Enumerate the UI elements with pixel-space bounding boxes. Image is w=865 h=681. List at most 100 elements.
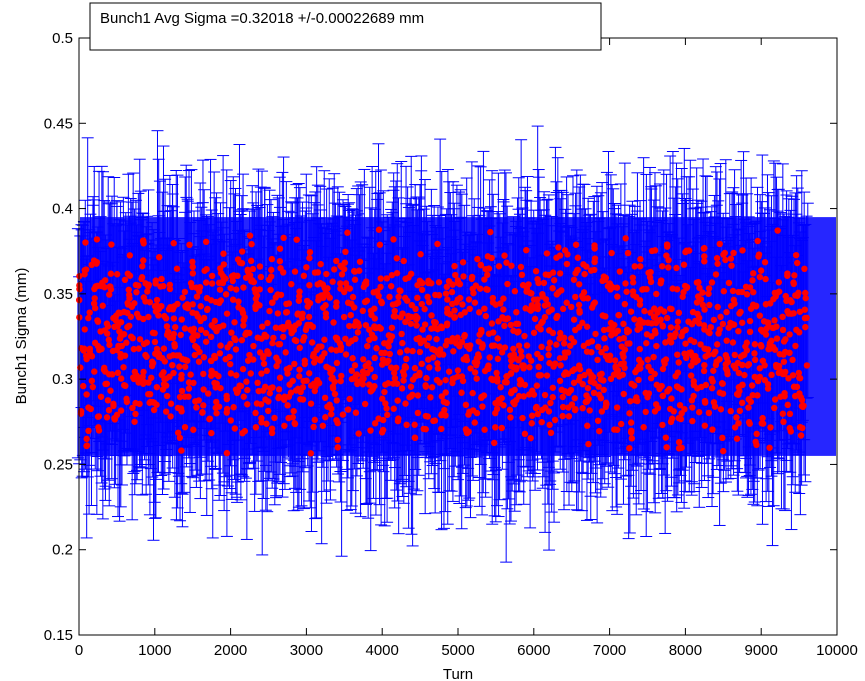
data-point (311, 416, 319, 424)
data-point (344, 406, 352, 413)
data-point (338, 271, 346, 278)
data-point (579, 404, 586, 412)
data-point (160, 369, 167, 376)
data-point (106, 291, 113, 298)
data-point (274, 310, 282, 317)
data-point (244, 357, 252, 364)
data-point (262, 383, 269, 391)
data-point (657, 280, 664, 287)
data-point (532, 267, 540, 275)
data-point (495, 263, 503, 270)
data-point (381, 388, 388, 396)
data-point (207, 333, 215, 341)
data-point (414, 294, 421, 302)
data-point (383, 405, 390, 412)
data-point (549, 394, 556, 401)
data-point (275, 386, 283, 393)
data-point (591, 266, 598, 274)
data-point (393, 380, 401, 387)
data-point (334, 419, 341, 427)
data-point (535, 363, 542, 371)
data-point (258, 370, 265, 377)
data-point (398, 385, 406, 392)
data-point (250, 356, 257, 363)
data-point (241, 427, 249, 435)
data-point (517, 263, 525, 271)
data-point (556, 355, 564, 362)
data-point (584, 422, 591, 429)
data-point (155, 305, 163, 313)
data-point (559, 393, 566, 401)
data-point (87, 352, 95, 359)
data-point (474, 255, 481, 263)
data-point (126, 322, 133, 329)
data-point (588, 375, 595, 382)
data-point (449, 281, 456, 288)
data-point (550, 277, 558, 284)
data-point (429, 354, 437, 361)
data-point (270, 334, 277, 342)
data-point (545, 408, 553, 415)
data-point (481, 305, 488, 312)
data-point (189, 336, 197, 344)
data-point (459, 259, 467, 266)
data-point (106, 283, 114, 290)
data-point (195, 397, 202, 404)
data-point (651, 370, 658, 378)
data-point (113, 271, 121, 278)
data-point (308, 339, 316, 346)
data-point (418, 300, 426, 308)
data-point (574, 267, 581, 274)
data-point (650, 353, 657, 361)
data-point (461, 331, 468, 339)
data-point (284, 402, 291, 409)
data-point (187, 279, 195, 287)
data-point (136, 336, 144, 343)
data-point (300, 272, 308, 280)
data-point (466, 305, 473, 313)
data-point (322, 314, 330, 321)
data-point (513, 308, 520, 316)
data-point (611, 426, 618, 433)
data-point (360, 283, 368, 291)
data-point (648, 247, 656, 255)
data-point (81, 326, 88, 333)
data-point (211, 317, 219, 325)
data-point (564, 349, 572, 356)
data-point (269, 384, 276, 391)
data-point (416, 369, 423, 377)
data-point (419, 279, 426, 287)
data-point (407, 383, 415, 390)
data-point (626, 340, 633, 347)
data-point (123, 339, 130, 346)
data-point (246, 232, 254, 239)
data-point (315, 379, 323, 387)
data-point (500, 295, 507, 302)
data-point (515, 342, 523, 349)
data-point (572, 241, 580, 248)
data-point (556, 270, 564, 277)
data-point (202, 329, 210, 337)
data-point (272, 324, 280, 331)
data-point (481, 276, 488, 283)
data-point (227, 370, 235, 377)
data-point (220, 322, 227, 329)
data-point (575, 301, 583, 309)
data-point (383, 275, 391, 282)
data-point (189, 263, 196, 271)
data-point (176, 434, 184, 442)
data-point (88, 377, 96, 385)
data-point (146, 390, 154, 398)
data-point (403, 421, 410, 429)
data-point (155, 312, 162, 319)
data-point (519, 414, 526, 422)
data-point (629, 274, 637, 281)
data-point (293, 236, 300, 243)
data-point (594, 356, 601, 364)
data-point (371, 420, 379, 427)
data-point (520, 393, 527, 400)
data-point (77, 364, 84, 371)
data-point (351, 362, 359, 369)
data-point (514, 320, 522, 328)
data-point (140, 294, 148, 301)
